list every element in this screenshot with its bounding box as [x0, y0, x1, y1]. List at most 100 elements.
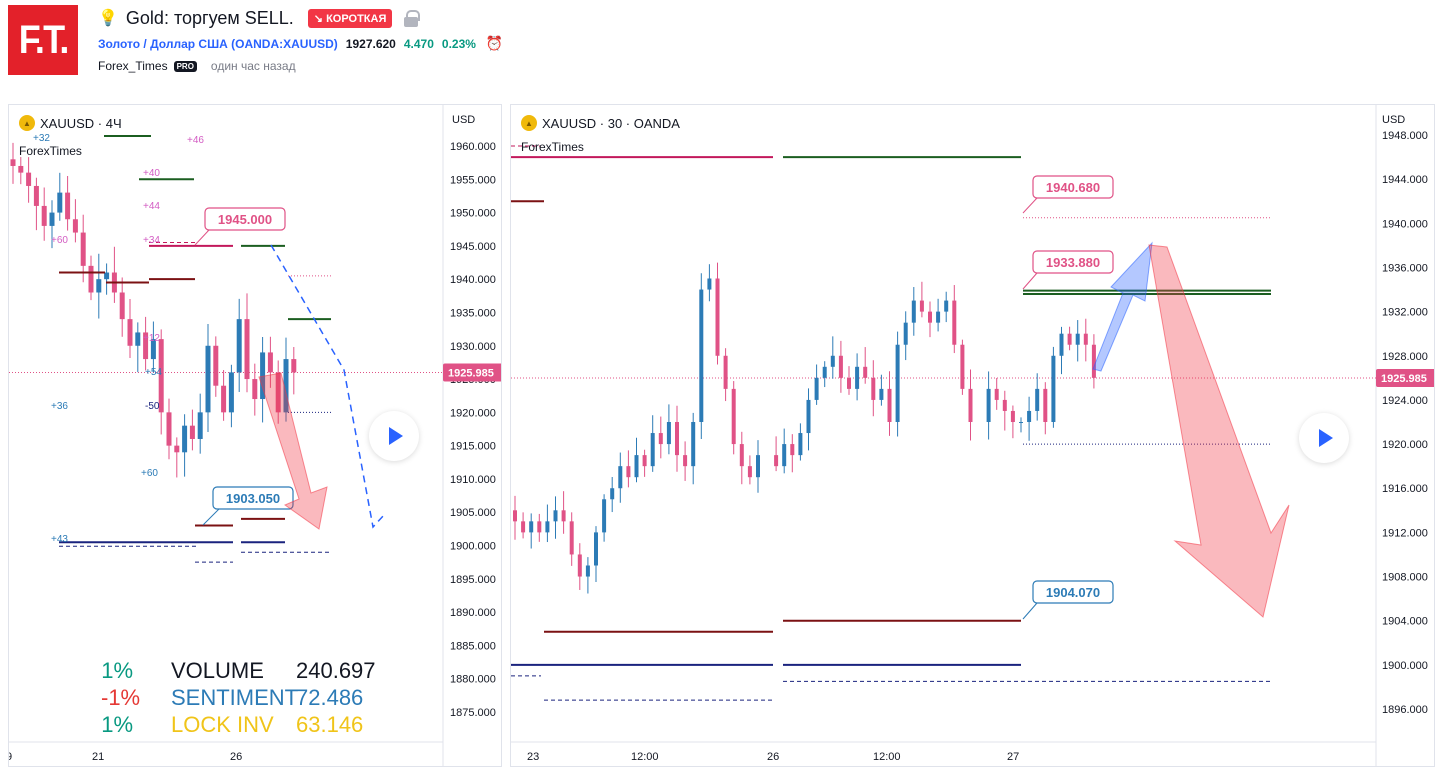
candle-body: [715, 278, 720, 356]
candle-body: [986, 388, 991, 422]
price-tick: 1950.000: [450, 208, 496, 220]
buy-arrow: [1092, 241, 1153, 372]
brand-logo[interactable]: F.T.: [8, 5, 78, 75]
level-note: +60: [141, 468, 158, 479]
candle-body: [80, 232, 86, 266]
price-tick: 1930.000: [450, 341, 496, 353]
candle-body: [814, 377, 819, 400]
stat-lockinv-value: 63.146: [296, 712, 364, 737]
candle-body: [666, 422, 671, 445]
candle-body: [521, 521, 526, 533]
stats-table: 1% VOLUME 240.697 -1% SENTIMENT 72.486 1…: [101, 657, 386, 738]
stat-sentiment-value: 72.486: [296, 685, 364, 710]
price-tick: 1875.000: [450, 707, 496, 719]
level-note: +60: [51, 235, 68, 246]
projection-path: [270, 244, 385, 529]
candle-body: [847, 377, 851, 389]
candle-body: [189, 425, 195, 439]
candle-body: [691, 422, 696, 467]
candle-body: [675, 422, 679, 456]
publish-time: один час назад: [210, 59, 296, 73]
gold-coin-icon: ▲: [19, 115, 35, 131]
candle-body: [602, 499, 607, 533]
right-chart-panel[interactable]: USD 1948.000 1944.000 1940.000 1936.000 1932.…: [510, 104, 1435, 767]
time-tick: 12:00: [873, 751, 901, 763]
time-tick: 26: [767, 751, 779, 763]
candle-body: [1051, 355, 1056, 422]
candle-body: [936, 311, 941, 323]
stat-row-volume: 1% VOLUME 240.697: [101, 657, 386, 684]
candle-body: [283, 359, 289, 413]
left-chart-canvas[interactable]: USD 1960.000 1955.000 1950.000 1945.000 1940.…: [9, 105, 502, 767]
candle-body: [1067, 333, 1072, 345]
candle-body: [699, 289, 704, 422]
candle-body: [968, 388, 973, 422]
author-name[interactable]: Forex_Times: [98, 59, 168, 73]
price-tick: 1932.000: [1382, 307, 1428, 319]
candle-body: [887, 388, 892, 422]
candle-body: [577, 554, 582, 577]
price-tick: 1900.000: [450, 541, 496, 553]
candle-body: [182, 425, 188, 453]
stat-row-sentiment: -1% SENTIMENT 72.486: [101, 684, 386, 711]
candle-body: [197, 412, 203, 439]
candle-body: [626, 466, 631, 478]
price-tick: 1936.000: [1382, 262, 1428, 274]
time-tick: 9: [9, 751, 12, 763]
currency-label: USD: [452, 114, 475, 126]
candle-body: [960, 344, 965, 389]
price-tick: 1885.000: [450, 640, 496, 652]
right-chart-canvas[interactable]: USD 1948.000 1944.000 1940.000 1936.000 1932.…: [511, 105, 1435, 767]
candle-body: [707, 278, 712, 290]
left-chart-panel[interactable]: USD 1960.000 1955.000 1950.000 1945.000 1940.…: [8, 104, 502, 767]
callout-pointer: [1022, 197, 1038, 214]
price-tick: 1960.000: [450, 141, 496, 153]
symbol-change-pct: 0.23%: [441, 36, 476, 51]
time-tick: 23: [527, 751, 539, 763]
candle-body: [830, 355, 835, 367]
idea-title-row: 💡 Gold: торгуем SELL. ↘ КОРОТКАЯ: [98, 7, 421, 29]
candle-body: [18, 165, 24, 173]
candle-body: [911, 300, 916, 323]
current-price-tag: [1376, 369, 1434, 388]
candle-body: [1019, 422, 1023, 423]
candle-body: [756, 455, 760, 478]
candle-body: [642, 455, 647, 467]
candle-body: [895, 344, 900, 422]
play-replay-button-left[interactable]: [369, 411, 419, 461]
candle-body: [650, 433, 655, 467]
callout-pointer: [202, 508, 220, 526]
candle-body: [213, 345, 219, 386]
alarm-clock-icon[interactable]: ⏰: [485, 35, 504, 51]
candle-body: [658, 433, 663, 445]
candle-body: [26, 172, 32, 186]
time-tick: 21: [92, 751, 104, 763]
symbol-link[interactable]: Золото / Доллар США (OANDA:XAUUSD): [98, 36, 338, 51]
left-chart-legend[interactable]: ▲ XAUUSD · 4Ч: [19, 115, 122, 131]
candle-body: [863, 366, 868, 378]
left-chart-symbol: XAUUSD · 4Ч: [40, 115, 122, 131]
candle-body: [790, 444, 795, 456]
candle-body: [1091, 344, 1096, 378]
price-tick: 1905.000: [450, 507, 496, 519]
candle-body: [57, 192, 63, 213]
candle-body: [228, 372, 234, 413]
callout-1940-box: [1032, 175, 1114, 199]
play-replay-button-right[interactable]: [1299, 413, 1349, 463]
right-chart-legend[interactable]: ▲ XAUUSD · 30 · OANDA: [521, 115, 680, 131]
candle-body: [774, 455, 779, 467]
price-tick: 1945.000: [450, 241, 496, 253]
candle-body: [72, 219, 78, 233]
price-tick: 1904.000: [1382, 616, 1428, 628]
stat-volume-pct: 1%: [101, 658, 133, 683]
level-note: +44: [143, 201, 160, 212]
candle-body: [879, 388, 884, 400]
candle-body: [221, 385, 227, 413]
candle-body: [10, 159, 16, 166]
level-note: +40: [143, 168, 160, 179]
price-tick: 1890.000: [450, 607, 496, 619]
price-tick: 1948.000: [1382, 130, 1428, 142]
callout-1903-box: [212, 486, 294, 510]
callout-1904-text: 1904.070: [1046, 585, 1100, 600]
current-price-tag: [443, 363, 501, 382]
